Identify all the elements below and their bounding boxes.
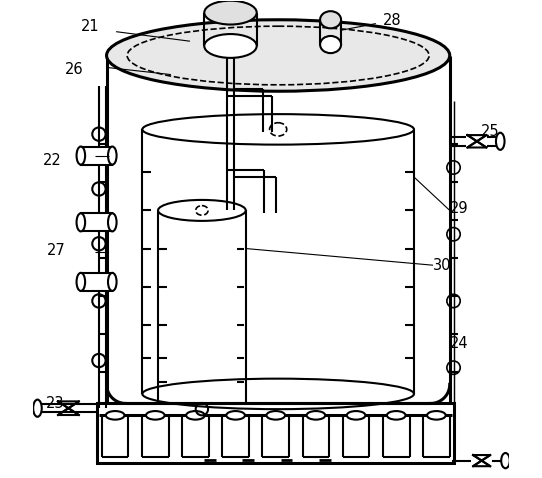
Ellipse shape bbox=[143, 114, 414, 145]
Ellipse shape bbox=[76, 213, 85, 231]
Text: 26: 26 bbox=[66, 62, 84, 77]
Text: 30: 30 bbox=[434, 258, 452, 273]
Text: 29: 29 bbox=[450, 200, 469, 216]
Text: 23: 23 bbox=[46, 396, 65, 411]
Ellipse shape bbox=[107, 20, 450, 91]
Ellipse shape bbox=[33, 400, 42, 417]
Text: 24: 24 bbox=[450, 337, 469, 351]
Text: 28: 28 bbox=[383, 13, 402, 28]
Ellipse shape bbox=[320, 11, 341, 28]
Text: 22: 22 bbox=[43, 153, 62, 168]
Ellipse shape bbox=[427, 411, 446, 420]
Text: 27: 27 bbox=[47, 243, 66, 259]
Bar bbox=[81, 273, 112, 291]
Ellipse shape bbox=[347, 411, 365, 420]
Ellipse shape bbox=[76, 147, 85, 164]
Ellipse shape bbox=[108, 273, 117, 291]
Ellipse shape bbox=[158, 200, 246, 221]
Ellipse shape bbox=[186, 411, 205, 420]
Ellipse shape bbox=[320, 36, 341, 53]
Bar bbox=[81, 147, 112, 164]
Ellipse shape bbox=[267, 411, 285, 420]
Ellipse shape bbox=[76, 273, 85, 291]
Bar bbox=[81, 213, 112, 231]
Ellipse shape bbox=[501, 453, 510, 468]
Ellipse shape bbox=[226, 411, 245, 420]
Ellipse shape bbox=[146, 411, 165, 420]
Ellipse shape bbox=[496, 133, 505, 150]
Bar bbox=[97, 403, 455, 463]
Ellipse shape bbox=[108, 213, 117, 231]
Ellipse shape bbox=[106, 411, 125, 420]
Ellipse shape bbox=[307, 411, 325, 420]
Ellipse shape bbox=[387, 411, 405, 420]
Text: 21: 21 bbox=[81, 20, 99, 34]
Ellipse shape bbox=[108, 147, 117, 164]
Ellipse shape bbox=[204, 34, 257, 58]
Ellipse shape bbox=[204, 0, 257, 24]
Text: 25: 25 bbox=[481, 124, 500, 139]
